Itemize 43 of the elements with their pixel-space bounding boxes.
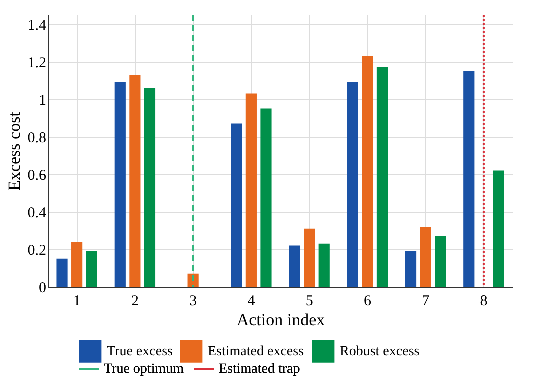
bar [114,82,126,287]
bar [86,251,98,287]
x-axis-title: Action index [236,310,326,330]
x-tick-label: 1 [73,294,81,310]
y-tick-label: 0.6 [28,168,47,184]
x-tick-label: 4 [248,294,256,310]
bar [435,236,446,287]
y-tick-label: 0.4 [28,205,47,222]
legend-label: Estimated trap [219,362,300,377]
bar [318,244,330,287]
x-tick-label: 2 [131,294,139,310]
bar [347,82,358,287]
bar [420,226,432,287]
x-tick-label: 8 [480,294,488,310]
legend-label: True excess [107,344,173,360]
bar [246,94,257,287]
y-axis-title: Excess cost [4,112,24,191]
x-tick-label: 3 [190,294,198,310]
bar [376,68,388,287]
bar [130,75,141,287]
x-tick-label: 5 [306,294,314,310]
y-tick-label: 1.4 [28,18,47,34]
x-tick-label: 6 [364,294,372,310]
y-tick-label: 0.2 [28,242,46,259]
bar [260,108,272,287]
legend-label: Estimated excess [208,344,304,360]
bar [304,228,316,287]
legend-label: Robust excess [340,344,420,360]
bar [231,124,242,287]
bar [56,258,68,287]
x-tick-label: 7 [422,294,430,310]
legend-label: True optimum [104,362,184,377]
bar [464,71,475,287]
y-tick-label: 0.8 [28,130,46,146]
y-tick-label: 0 [39,280,46,296]
bar [289,246,300,287]
bar [493,170,504,287]
y-tick-label: 1 [39,92,46,109]
bar [72,242,83,287]
y-tick-label: 1.2 [28,55,46,72]
bar [144,88,156,287]
bar [362,56,374,287]
bar [405,251,417,287]
